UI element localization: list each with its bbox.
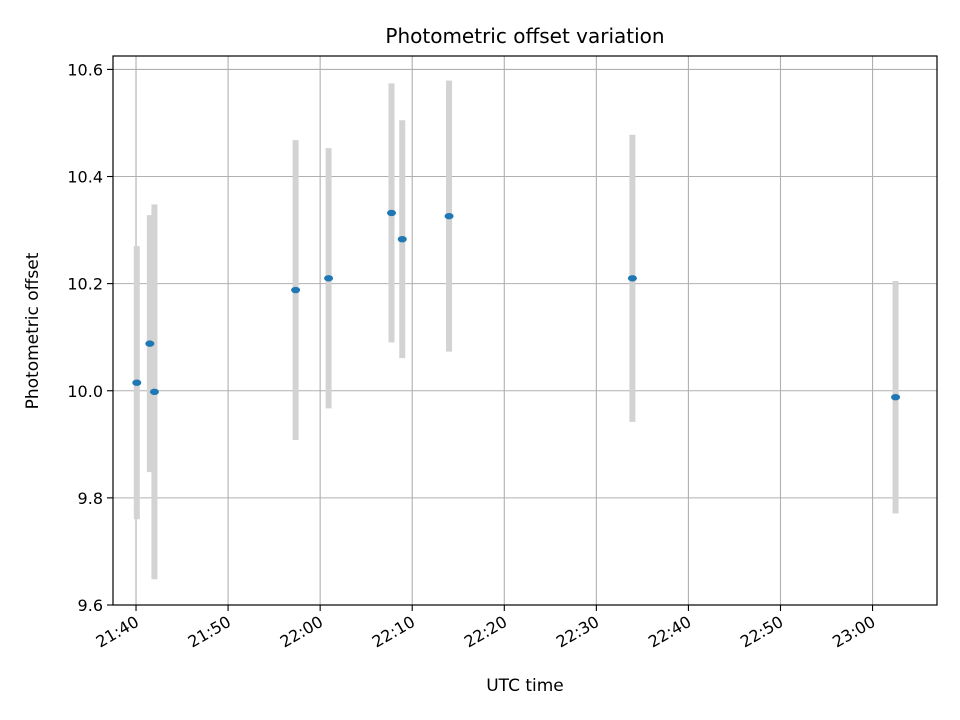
grid	[113, 56, 937, 606]
data-point	[149, 388, 159, 396]
y-axis: 9.6 9.8 10.0 10.2 10.4 10.6	[67, 60, 113, 615]
data-point	[291, 286, 301, 294]
chart-title: Photometric offset variation	[385, 24, 664, 48]
y-tick-label: 9.8	[78, 489, 103, 508]
data-points	[132, 209, 901, 401]
y-axis-label: Photometric offset	[23, 252, 43, 409]
data-point	[324, 275, 334, 282]
data-point	[397, 235, 407, 243]
data-point	[627, 275, 637, 282]
data-point	[132, 379, 142, 386]
data-point	[387, 209, 397, 217]
data-point	[444, 212, 454, 220]
data-point	[891, 393, 901, 401]
y-tick-label: 10.6	[67, 60, 103, 79]
data-point	[145, 340, 155, 347]
y-tick-label: 9.6	[78, 596, 103, 615]
y-tick-label: 10.4	[67, 168, 103, 187]
plot-frame	[112, 55, 938, 606]
y-tick-label: 10.2	[67, 275, 103, 294]
y-tick-label: 10.0	[67, 382, 103, 401]
x-axis-label: UTC time	[486, 676, 564, 696]
